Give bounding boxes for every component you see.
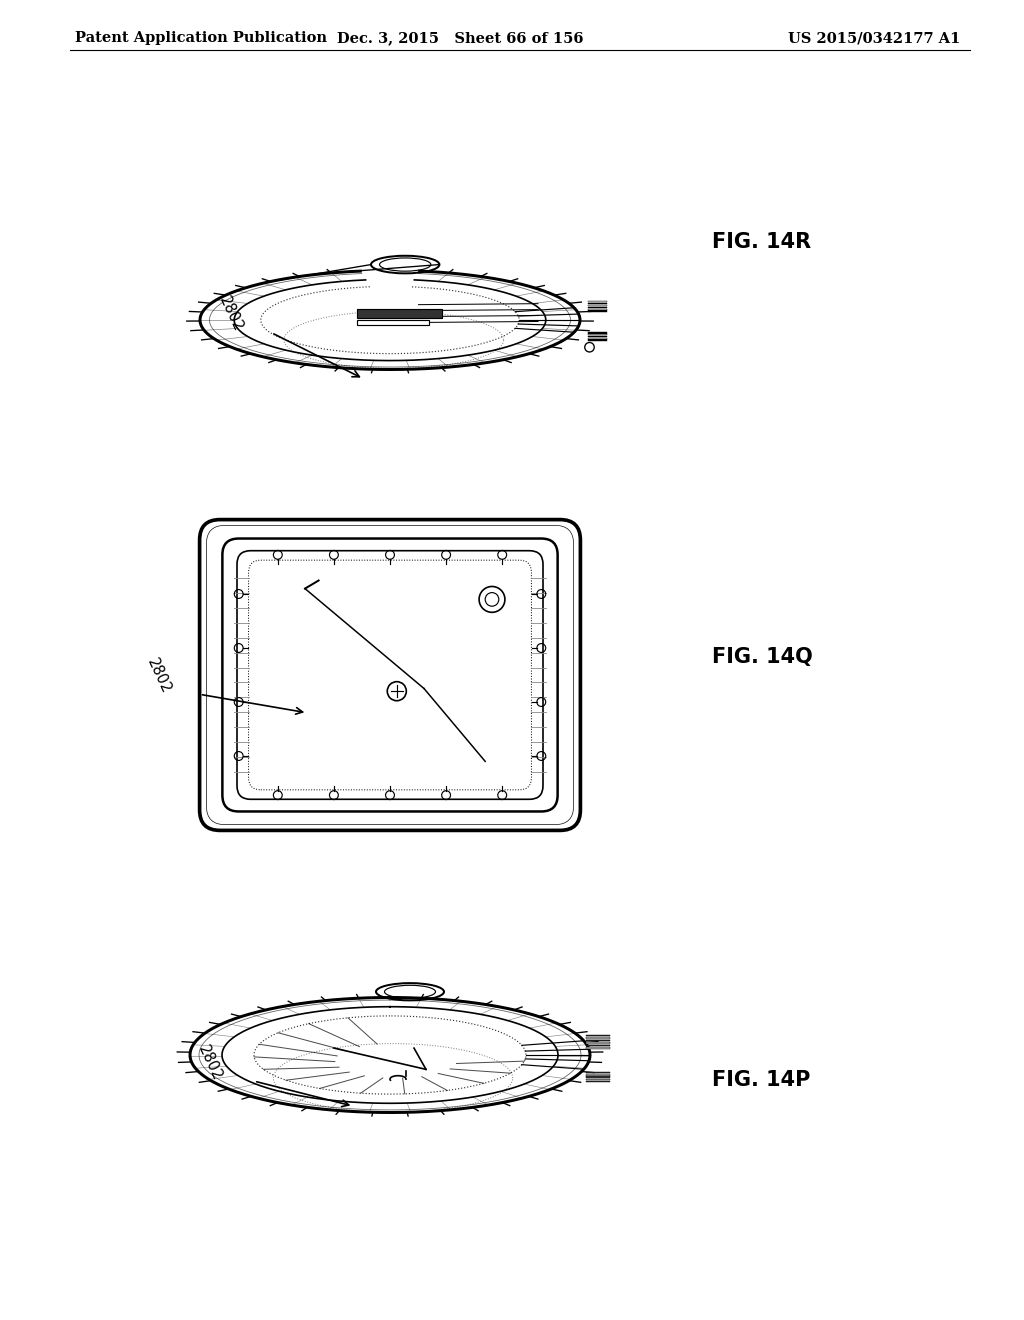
Text: 2802: 2802 <box>216 294 245 334</box>
Bar <box>588 306 606 308</box>
Text: US 2015/0342177 A1: US 2015/0342177 A1 <box>787 30 961 45</box>
Bar <box>588 309 606 310</box>
Bar <box>588 333 606 334</box>
Bar <box>588 339 606 341</box>
Bar <box>586 1078 610 1080</box>
Bar <box>586 1040 610 1041</box>
Text: FIG. 14P: FIG. 14P <box>712 1069 810 1090</box>
Circle shape <box>479 586 505 612</box>
Bar <box>586 1043 610 1044</box>
Bar <box>586 1076 610 1078</box>
Text: FIG. 14R: FIG. 14R <box>712 231 811 252</box>
Text: Patent Application Publication: Patent Application Publication <box>75 30 327 45</box>
Bar <box>588 310 606 312</box>
FancyBboxPatch shape <box>356 309 442 318</box>
Bar <box>586 1044 610 1047</box>
FancyBboxPatch shape <box>207 525 573 825</box>
Bar <box>588 305 606 306</box>
Bar <box>586 1081 610 1082</box>
FancyBboxPatch shape <box>249 560 531 789</box>
FancyBboxPatch shape <box>356 319 429 325</box>
FancyBboxPatch shape <box>222 539 558 812</box>
Bar <box>588 302 606 304</box>
Bar <box>586 1047 610 1049</box>
Bar <box>586 1074 610 1076</box>
FancyBboxPatch shape <box>200 520 581 830</box>
Bar <box>586 1035 610 1036</box>
Text: Dec. 3, 2015   Sheet 66 of 156: Dec. 3, 2015 Sheet 66 of 156 <box>337 30 584 45</box>
Bar <box>586 1072 610 1073</box>
Text: 2802: 2802 <box>144 656 173 696</box>
Bar <box>588 301 606 302</box>
Bar <box>588 334 606 335</box>
Bar <box>588 335 606 337</box>
FancyBboxPatch shape <box>237 550 543 800</box>
Bar <box>588 338 606 339</box>
Text: FIG. 14Q: FIG. 14Q <box>712 647 812 668</box>
Text: 2802: 2802 <box>196 1043 224 1082</box>
Bar <box>586 1038 610 1039</box>
